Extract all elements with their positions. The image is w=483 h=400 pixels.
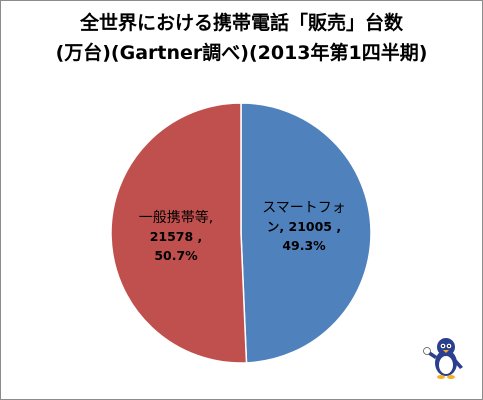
mascot-icon <box>423 338 463 379</box>
slice-label-1-line-2: 50.7% <box>154 248 198 263</box>
pie-slice-0 <box>240 102 372 364</box>
slice-label-1: 一般携帯等, 21578 , 50.7% <box>139 209 213 263</box>
pie-slice-1 <box>110 102 248 364</box>
slice-label-0-line-0: スマートフォ <box>262 200 346 216</box>
slice-label-0-line-2: 49.3% <box>282 238 326 253</box>
chart-title: 全世界における携帯電話「販売」台数 (万台)(Gartner調べ)(2013年第… <box>0 8 483 68</box>
slice-label-1-line-0: 一般携帯等, <box>139 209 213 226</box>
slice-label-1-line-1: 21578 , <box>150 229 203 244</box>
slice-label-0-line-1: ン, 21005 , <box>267 219 341 234</box>
title-line-2: (万台)(Gartner調べ)(2013年第1四半期) <box>55 42 428 64</box>
title-line-1: 全世界における携帯電話「販売」台数 <box>79 12 403 34</box>
